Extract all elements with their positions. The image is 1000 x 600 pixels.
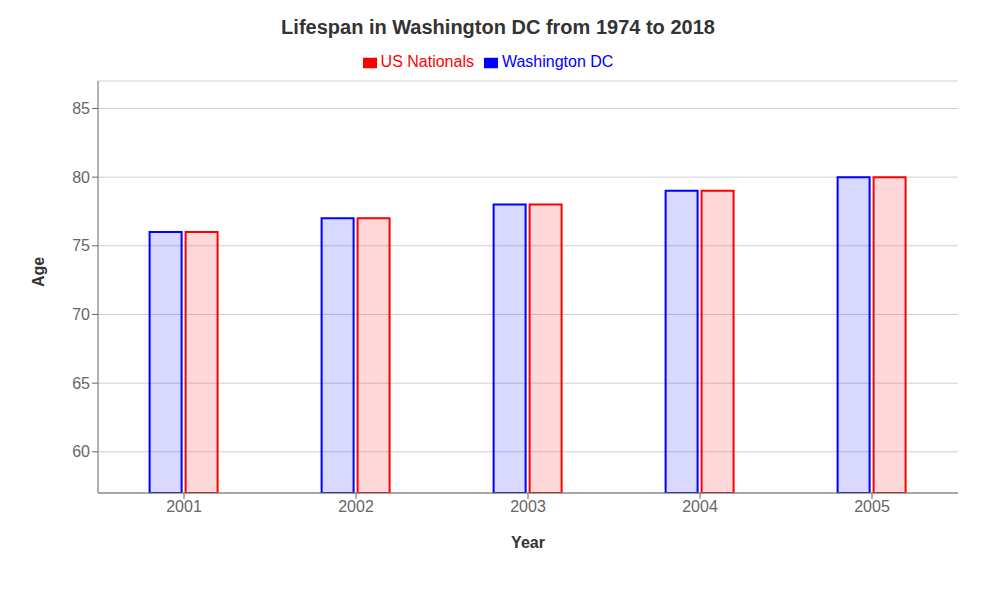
svg-text:2002: 2002	[338, 498, 374, 515]
svg-text:Year: Year	[511, 534, 545, 551]
html-text:US Nationals: US Nationals	[380, 53, 474, 70]
svg-text:2001: 2001	[166, 498, 202, 515]
html-text:Lifespan in Washington DC from: Lifespan in Washington DC from 1974 to 2…	[281, 16, 715, 38]
svg-text:80: 80	[72, 169, 90, 186]
svg-text:75: 75	[72, 237, 90, 254]
svg-text:70: 70	[72, 306, 90, 323]
svg-text:85: 85	[72, 100, 90, 117]
svg-text:2003: 2003	[510, 498, 546, 515]
svg-text:2004: 2004	[682, 498, 718, 515]
svg-text:65: 65	[72, 375, 90, 392]
svg-text:Age: Age	[30, 257, 47, 287]
html-text:Washington DC: Washington DC	[502, 53, 614, 70]
svg-text:2005: 2005	[854, 498, 890, 515]
svg-text:60: 60	[72, 443, 90, 460]
